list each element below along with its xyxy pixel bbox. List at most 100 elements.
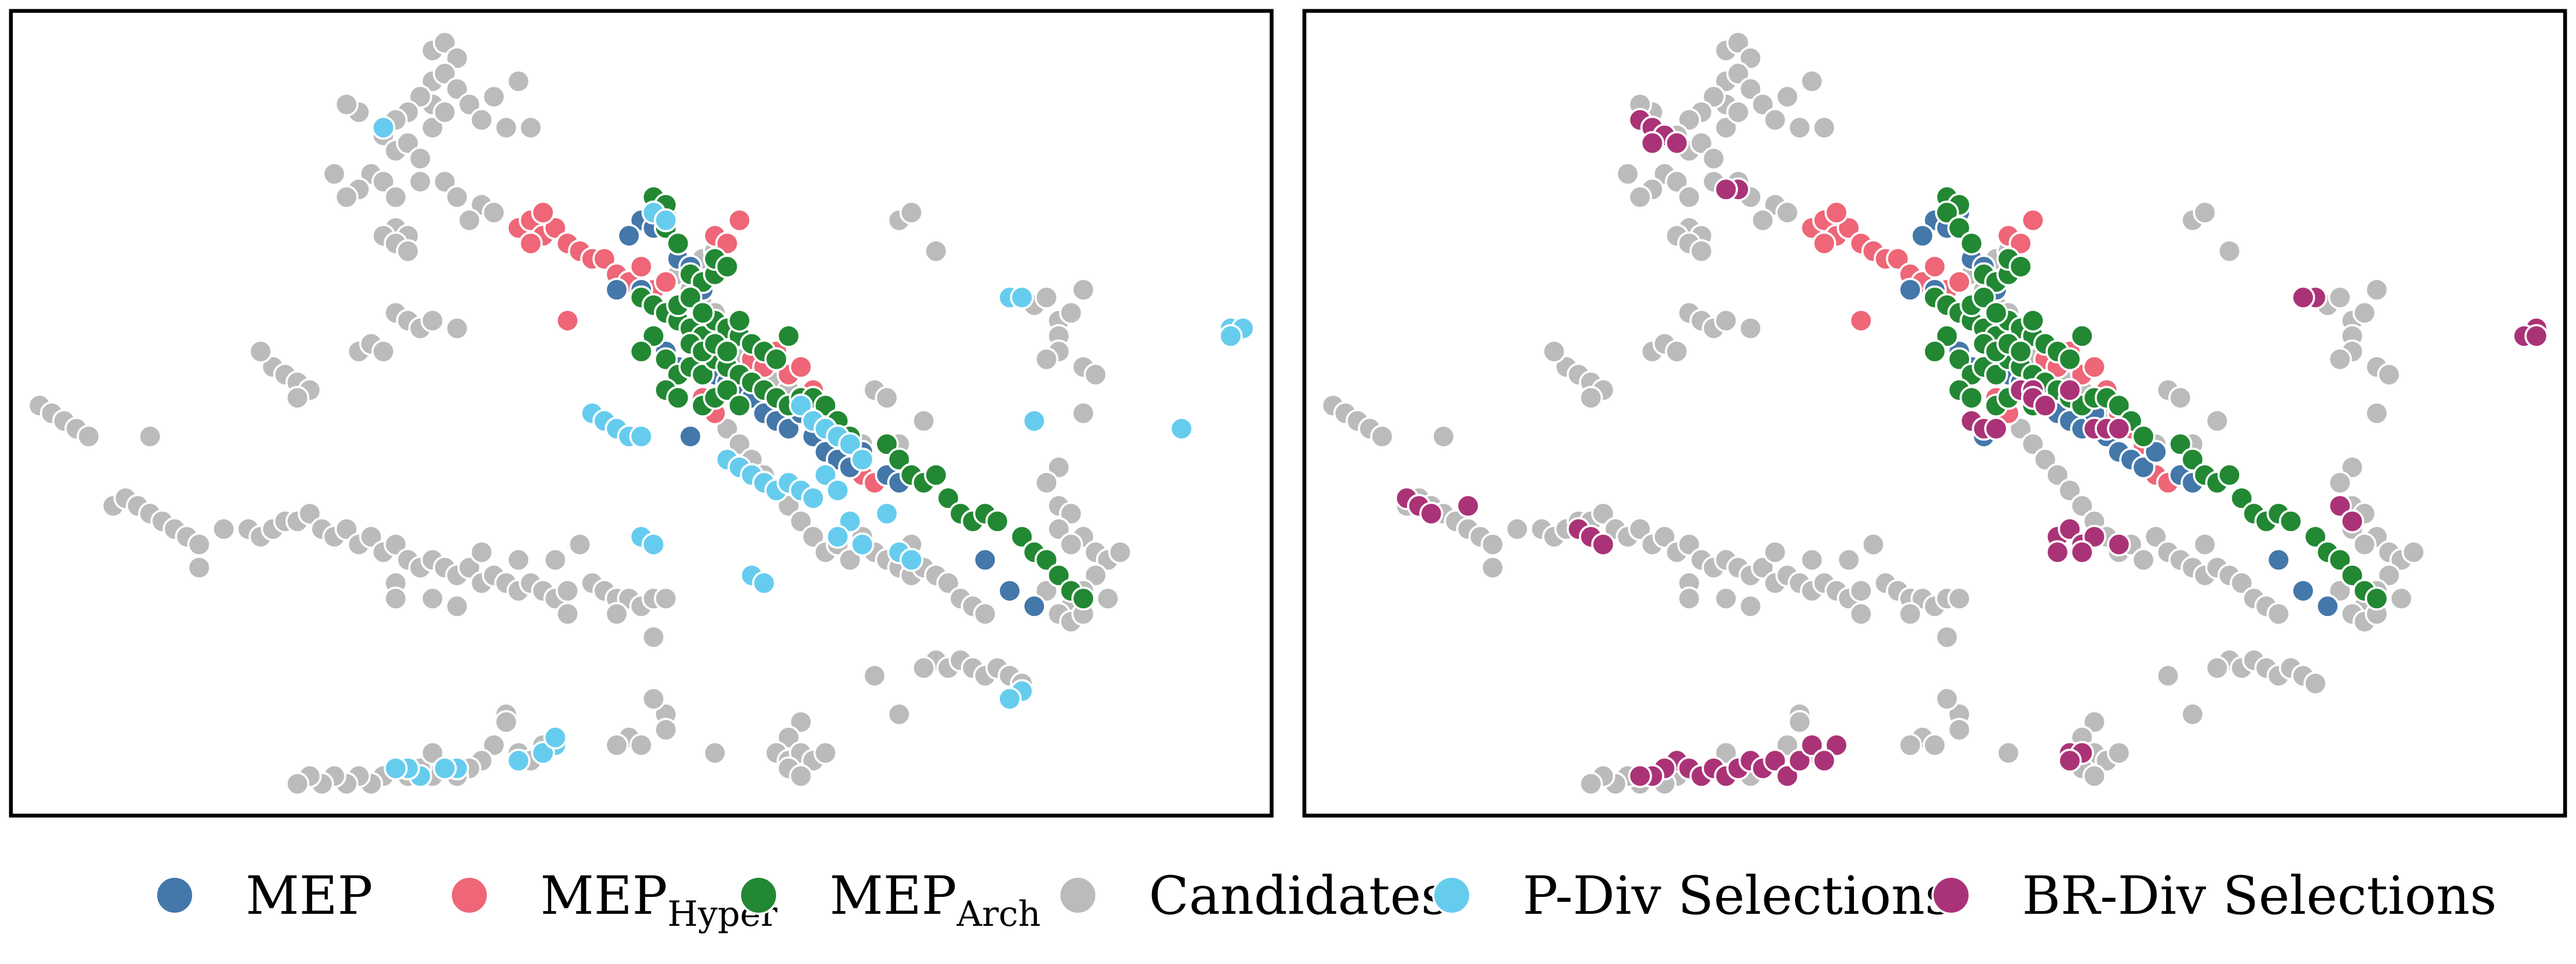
point-candidate [1481, 532, 1505, 556]
point-candidate [2107, 741, 2131, 765]
point-brdiv-selection [2328, 494, 2352, 518]
point-pdiv-selection [838, 509, 862, 534]
point-candidate [1738, 594, 1763, 619]
point-mep [998, 579, 1022, 603]
point-mep-arch [1010, 524, 1034, 549]
legend-marker [450, 876, 489, 915]
point-candidate [1714, 116, 1738, 140]
point-candidate [2193, 532, 2217, 556]
point-candidate [1059, 301, 1083, 325]
point-candidate [801, 524, 825, 549]
point-brdiv-selection [1812, 749, 1836, 773]
point-candidate [641, 687, 666, 711]
point-candidate [1849, 579, 1873, 603]
point-candidate [384, 586, 408, 611]
point-candidate [1034, 579, 1059, 603]
point-candidate [2046, 463, 2070, 487]
point-candidate [2365, 401, 2389, 426]
point-candidate [494, 116, 518, 140]
point-candidate [445, 46, 469, 70]
panel-left-frame [9, 9, 1274, 818]
point-candidate [2229, 571, 2254, 595]
point-candidate [1738, 46, 1763, 70]
point-candidate [556, 602, 580, 626]
point-mep-arch [715, 378, 740, 402]
point-pdiv-selection [826, 524, 850, 549]
point-brdiv-selection [1591, 532, 1615, 556]
point-candidate [76, 424, 101, 448]
point-candidate [1849, 602, 1873, 626]
point-mep-arch [2180, 447, 2205, 472]
point-candidate [1800, 69, 1824, 93]
point-candidate [384, 185, 408, 209]
point-candidate [433, 61, 457, 86]
point-candidate [1481, 555, 1505, 580]
point-candidate [875, 386, 899, 410]
point-candidate [1108, 540, 1132, 565]
point-candidate [1763, 107, 1787, 132]
point-candidate [1615, 161, 1640, 186]
point-candidate [1787, 116, 1812, 140]
point-pdiv-selection [371, 116, 396, 140]
point-candidate [1775, 733, 1799, 757]
point-candidate [138, 424, 162, 448]
point-brdiv-selection [1775, 764, 1799, 788]
point-mep-arch [2008, 254, 2033, 279]
point-candidate [494, 710, 518, 734]
point-candidate [482, 733, 506, 757]
point-candidate [543, 548, 568, 572]
point-mep-arch [2279, 509, 2303, 534]
point-candidate [2377, 563, 2401, 588]
point-mep-arch [985, 509, 1010, 534]
point-mep [617, 224, 641, 248]
point-candidate [2401, 540, 2426, 565]
point-candidate [1096, 586, 1120, 611]
point-candidate [1059, 532, 1083, 556]
point-brdiv-selection [2058, 378, 2082, 402]
point-mep [2291, 579, 2315, 603]
point-candidate [2205, 656, 2229, 680]
point-candidate [1071, 278, 1095, 302]
point-candidate [1034, 470, 1059, 495]
point-candidate [1034, 347, 1059, 372]
point-brdiv-selection [2082, 524, 2107, 549]
point-mep-hyper [1812, 231, 1836, 256]
point-mep-arch [1947, 347, 1971, 372]
point-candidate [457, 555, 481, 580]
point-candidate [1689, 239, 1714, 264]
point-candidate [1898, 602, 1922, 626]
point-candidate [862, 663, 887, 688]
point-candidate [2193, 200, 2217, 225]
point-candidate [1432, 424, 1456, 448]
legend-marker [1058, 876, 1098, 915]
point-candidate [1738, 316, 1763, 340]
point-mep-hyper [1824, 200, 1848, 225]
point-mep-arch [1935, 324, 1959, 348]
point-mep-hyper [1923, 254, 1947, 279]
point-candidate [506, 548, 530, 572]
point-candidate [789, 509, 813, 534]
point-candidate [1751, 92, 1775, 117]
point-candidate [2377, 362, 2401, 387]
point-candidate [2328, 470, 2352, 495]
point-candidate [654, 717, 678, 742]
point-candidate [641, 625, 666, 649]
point-mep [777, 416, 801, 441]
point-brdiv-selection [2107, 416, 2131, 441]
point-mep-arch [764, 347, 789, 372]
point-candidate [2328, 347, 2352, 372]
point-pdiv-selection [629, 424, 653, 448]
point-candidate [789, 764, 813, 788]
point-candidate [1726, 61, 1750, 86]
point-candidate [2070, 494, 2094, 518]
point-candidate [887, 702, 911, 727]
point-brdiv-selection [2058, 749, 2082, 773]
point-mep-hyper [715, 231, 740, 256]
point-candidate [1059, 501, 1083, 526]
point-candidate [1787, 710, 1812, 734]
point-candidate [2021, 432, 2045, 457]
point-brdiv-selection [2340, 509, 2364, 534]
point-candidate [433, 170, 457, 194]
point-candidate [506, 69, 530, 93]
point-candidate [1047, 455, 1071, 480]
